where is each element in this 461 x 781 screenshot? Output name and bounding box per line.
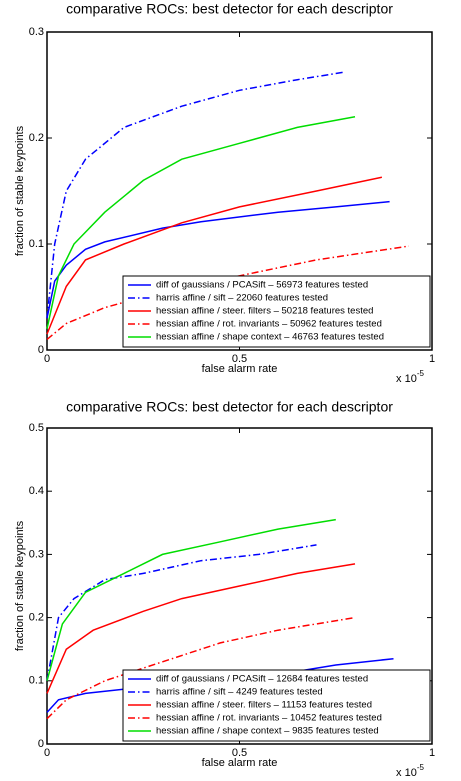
x-offset-exponent: -5 xyxy=(417,369,425,378)
x-tick-label: 0 xyxy=(44,353,50,365)
legend-label: diff of gaussians / PCASift – 56973 feat… xyxy=(156,280,368,291)
x-axis-label: false alarm rate xyxy=(202,363,278,375)
x-offset-base: x 10 xyxy=(396,767,417,779)
y-tick-label: 0 xyxy=(38,738,44,750)
x-tick-label: 0.5 xyxy=(232,353,247,365)
x-tick-label: 0 xyxy=(44,747,50,759)
y-tick-label: 0.2 xyxy=(29,132,44,144)
x-axis-label: false alarm rate xyxy=(202,757,278,769)
y-tick-label: 0.1 xyxy=(29,238,44,250)
x-tick-label: 1 xyxy=(429,747,435,759)
subplot: comparative ROCs: best detector for each… xyxy=(14,399,435,779)
y-tick-label: 0 xyxy=(38,344,44,356)
legend-label: hessian affine / steer. filters – 11153 … xyxy=(156,700,372,711)
y-tick-label: 0.3 xyxy=(29,26,44,38)
chart-title: comparative ROCs: best detector for each… xyxy=(66,399,393,415)
legend-label: hessian affine / rot. invariants – 10452… xyxy=(156,713,382,724)
y-tick-label: 0.4 xyxy=(29,485,44,497)
series-line xyxy=(46,116,356,329)
y-axis-label: fraction of stable keypoints xyxy=(14,125,26,256)
legend-box xyxy=(122,275,431,348)
legend-label: hessian affine / rot. invariants – 50962… xyxy=(156,319,382,330)
x-tick-label: 1 xyxy=(429,353,435,365)
x-offset-text: x 10-5 xyxy=(396,763,424,779)
chart-title: comparative ROCs: best detector for each… xyxy=(66,1,393,17)
legend-label: harris affine / sift – 22060 features te… xyxy=(156,293,328,304)
series-line xyxy=(46,176,383,335)
x-tick-label: 0.5 xyxy=(232,747,247,759)
x-offset-text: x 10-5 xyxy=(396,369,424,385)
y-tick-label: 0.1 xyxy=(29,675,44,687)
series-line xyxy=(46,518,336,681)
series-line xyxy=(46,616,356,720)
legend-label: diff of gaussians / PCASift – 12684 feat… xyxy=(156,674,368,685)
y-tick-label: 0.5 xyxy=(29,422,44,434)
y-axis-label: fraction of stable keypoints xyxy=(14,520,26,651)
x-offset-exponent: -5 xyxy=(417,763,425,772)
legend-box xyxy=(122,669,431,742)
y-tick-label: 0.2 xyxy=(29,612,44,624)
series-line xyxy=(46,544,317,681)
x-offset-base: x 10 xyxy=(396,373,417,385)
y-tick-label: 0.3 xyxy=(29,548,44,560)
legend-label: harris affine / sift – 4249 features tes… xyxy=(156,687,323,698)
legend-label: hessian affine / steer. filters – 50218 … xyxy=(156,306,373,317)
subplot: comparative ROCs: best detector for each… xyxy=(14,1,435,385)
series-line xyxy=(46,563,356,694)
legend-label: hessian affine / shape context – 46763 f… xyxy=(156,332,384,343)
series-line xyxy=(46,71,344,319)
legend-label: hessian affine / shape context – 9835 fe… xyxy=(156,726,379,737)
